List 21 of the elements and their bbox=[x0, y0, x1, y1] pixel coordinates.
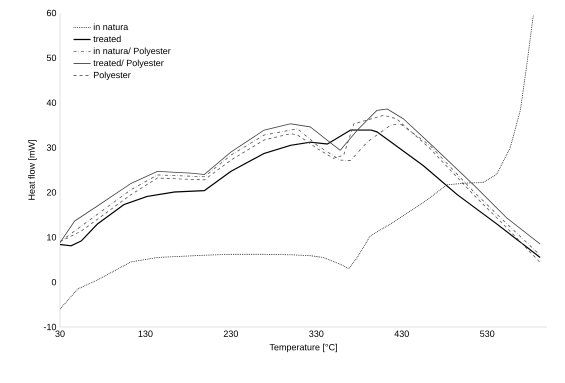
y-tick-label: 30 bbox=[46, 144, 56, 151]
x-tick-label: 530 bbox=[480, 330, 494, 337]
legend-label: in natura/ Polyester bbox=[94, 48, 171, 56]
y-tick-label: 20 bbox=[46, 189, 56, 196]
y-tick-label: -10 bbox=[44, 324, 56, 330]
x-tick-label: 130 bbox=[138, 330, 153, 337]
x-tick-label: 330 bbox=[309, 330, 324, 337]
x-tick-label: 430 bbox=[394, 330, 409, 337]
x-tick-label: 230 bbox=[224, 330, 238, 337]
y-tick-label: 10 bbox=[47, 234, 56, 240]
legend-label: treated/ Polyester bbox=[93, 60, 164, 68]
y-tick-label: 0 bbox=[52, 278, 56, 286]
y-tick-label: 60 bbox=[46, 10, 56, 16]
legend-label: treated bbox=[93, 36, 121, 42]
legend-label: Polyester bbox=[94, 72, 131, 80]
y-tick-label: 50 bbox=[46, 54, 56, 62]
x-axis-title: Temperature [°C] bbox=[270, 344, 337, 352]
legend-label: in natura bbox=[94, 23, 128, 30]
y-axis-title: Heat flow [mW] bbox=[28, 140, 37, 200]
x-tick-label: 30 bbox=[55, 330, 65, 337]
y-tick-label: 40 bbox=[46, 100, 56, 106]
